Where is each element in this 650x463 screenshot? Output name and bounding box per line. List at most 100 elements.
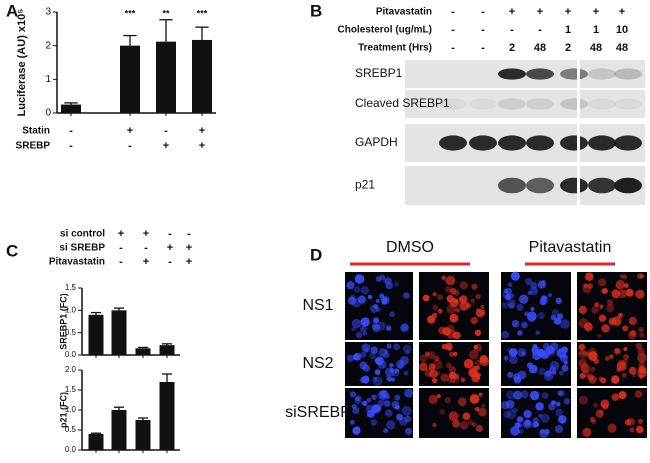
cell: [381, 300, 387, 305]
condition-name: SREBP: [16, 141, 51, 152]
condition-mark: 1: [565, 24, 571, 36]
bar: [156, 41, 176, 114]
condition-mark: -: [128, 140, 132, 152]
cell: [439, 409, 445, 415]
cell: [361, 400, 368, 407]
cell: [516, 303, 524, 312]
cell: [578, 305, 587, 314]
condition-name: Pitavastatin: [49, 257, 105, 268]
y-tick-label: 3: [45, 7, 51, 18]
cell: [525, 277, 533, 285]
cell: [616, 367, 621, 373]
cell: [352, 406, 360, 415]
cell: [507, 298, 516, 308]
cell: [635, 289, 645, 299]
cell: [400, 356, 409, 365]
cell: [359, 361, 368, 370]
cell: [359, 325, 367, 333]
cell: [638, 332, 645, 338]
cell: [383, 428, 389, 434]
cell: [621, 373, 627, 378]
blot-band: [588, 177, 616, 194]
blot-band: [439, 135, 467, 151]
cell: [448, 411, 459, 422]
cell: [471, 422, 477, 427]
cell: [637, 418, 644, 424]
cell: [394, 394, 401, 401]
cell: [371, 394, 377, 401]
cell: [530, 306, 535, 312]
cell: [393, 343, 400, 351]
condition-mark: -: [168, 256, 172, 268]
cell: [528, 364, 538, 374]
cell: [638, 361, 645, 368]
cell: [609, 354, 614, 359]
cell: [598, 314, 607, 322]
condition-mark: 1: [593, 24, 599, 36]
cell: [606, 299, 614, 306]
cell: [617, 312, 624, 318]
cell: [455, 307, 460, 313]
cell: [370, 305, 379, 314]
bar: [120, 45, 140, 113]
cell: [359, 351, 367, 358]
cell: [444, 286, 452, 293]
cell: [405, 350, 410, 355]
cell: [350, 419, 355, 425]
condition-mark: -: [481, 42, 485, 54]
cell: [377, 399, 385, 407]
cell: [446, 304, 456, 314]
cell: [378, 348, 388, 358]
cell: [471, 283, 478, 290]
cell: [578, 358, 588, 368]
cell: [537, 280, 546, 289]
cell: [594, 302, 599, 307]
cell: [598, 278, 607, 287]
condition-mark: +: [199, 140, 205, 152]
cell: [628, 316, 637, 325]
condition-mark: +: [537, 6, 543, 18]
blot-band: [498, 98, 526, 110]
cell: [419, 362, 428, 372]
cell: [582, 350, 588, 356]
cell: [360, 285, 370, 295]
cell: [470, 298, 476, 303]
cell: [479, 309, 486, 316]
cell: [547, 293, 553, 298]
bar: [135, 348, 151, 355]
cell: [372, 324, 381, 333]
cell: [552, 370, 557, 375]
cell: [390, 377, 396, 382]
blot-band: [588, 68, 616, 80]
cell: [518, 428, 524, 434]
cell: [386, 420, 396, 430]
y-axis-label: Luciferase (AU) x10⁵: [16, 9, 28, 117]
condition-mark: +: [127, 125, 133, 137]
condition-mark: 48: [590, 42, 602, 54]
cell: [442, 327, 451, 336]
blot-band: [498, 135, 526, 151]
cell: [579, 350, 584, 356]
condition-mark: 48: [534, 42, 546, 54]
column-label: DMSO: [386, 239, 434, 256]
cell: [355, 396, 360, 402]
cell: [618, 289, 628, 299]
cell: [431, 377, 438, 384]
cell: [600, 377, 607, 384]
cell: [369, 351, 377, 360]
cell: [618, 391, 627, 400]
cell: [402, 344, 412, 354]
cell: [623, 354, 630, 361]
cell: [401, 405, 412, 416]
condition-mark: 2: [509, 42, 515, 54]
cell: [355, 395, 362, 402]
cell: [419, 354, 428, 363]
condition-mark: -: [69, 140, 73, 152]
cell: [588, 375, 597, 384]
cell: [585, 272, 594, 282]
cell: [437, 308, 443, 314]
y-tick-label: 1.0: [65, 405, 77, 414]
bar: [61, 104, 81, 113]
cell: [555, 297, 562, 305]
condition-mark: 10: [616, 24, 628, 36]
